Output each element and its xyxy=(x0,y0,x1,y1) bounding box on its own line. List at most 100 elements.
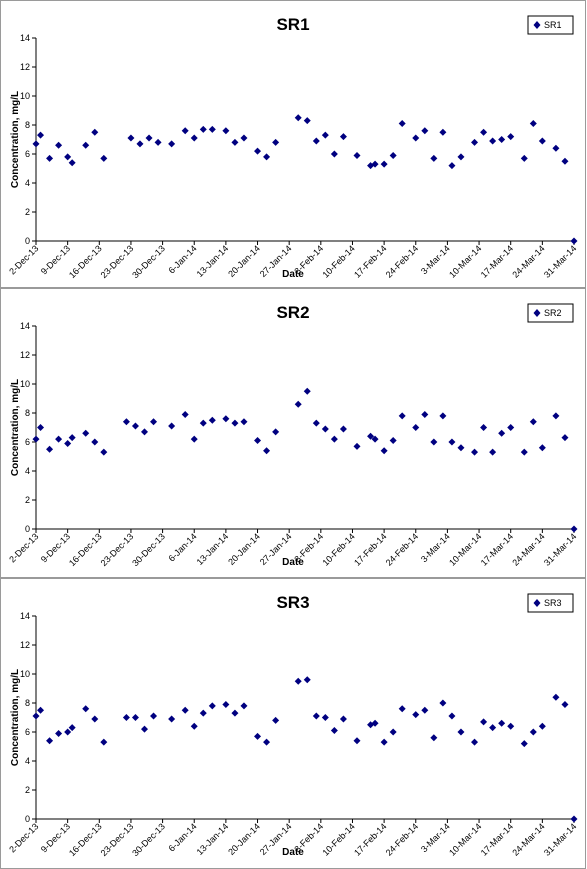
data-point xyxy=(457,444,465,452)
x-tick-label: 6-Jan-14 xyxy=(166,243,198,275)
x-tick-label: 2-Dec-13 xyxy=(7,243,40,276)
x-tick-label: 24-Mar-14 xyxy=(510,821,546,857)
y-tick-label: 8 xyxy=(25,698,30,708)
chart-panel-sr1: SR1 0 2 4 6 8 10 12 14 2-Dec-13 9-Dec-13 16-Dec-13 2… xyxy=(0,0,586,288)
legend-box xyxy=(527,303,574,323)
data-point xyxy=(150,418,158,426)
data-point xyxy=(82,429,90,437)
x-tick-label: 20-Jan-14 xyxy=(226,243,262,279)
data-point xyxy=(353,151,361,159)
data-point xyxy=(430,438,438,446)
data-point xyxy=(389,151,397,159)
data-point xyxy=(380,160,388,168)
x-tick-label: 24-Feb-14 xyxy=(384,243,420,279)
data-point xyxy=(430,734,438,742)
data-point xyxy=(222,415,230,423)
legend-label: SR3 xyxy=(544,598,562,608)
x-tick-label: 30-Dec-13 xyxy=(130,243,167,280)
x-tick-label: 2-Dec-13 xyxy=(7,821,40,854)
data-point xyxy=(398,705,406,713)
data-point xyxy=(480,424,488,431)
legend-box xyxy=(527,15,574,35)
data-point xyxy=(294,114,302,122)
data-point xyxy=(168,140,176,148)
data-point xyxy=(330,727,338,735)
data-point xyxy=(254,437,262,445)
data-point xyxy=(371,435,379,443)
x-tick-label: 3-Mar-14 xyxy=(419,531,452,564)
data-point xyxy=(64,153,72,161)
data-point xyxy=(199,419,207,427)
data-point xyxy=(552,412,560,420)
x-tick-label: 17-Feb-14 xyxy=(352,243,388,279)
x-tick-label: 31-Mar-14 xyxy=(542,821,578,857)
data-point xyxy=(552,693,560,701)
data-point xyxy=(398,120,406,128)
x-tick-label: 20-Jan-14 xyxy=(226,531,262,567)
data-point xyxy=(150,712,158,720)
legend: SR1 xyxy=(527,15,574,35)
y-tick-label: 14 xyxy=(20,611,30,621)
data-point xyxy=(294,677,302,685)
data-point xyxy=(538,722,546,730)
data-point xyxy=(131,422,139,430)
y-tick-label: 4 xyxy=(25,756,30,766)
data-point xyxy=(529,418,537,426)
data-point xyxy=(154,138,162,146)
chart-title: SR1 xyxy=(276,15,309,34)
data-point xyxy=(489,448,497,456)
data-point xyxy=(339,715,347,723)
data-point xyxy=(181,706,189,714)
data-point xyxy=(127,134,135,142)
x-tick-label: 6-Jan-14 xyxy=(166,821,198,853)
x-tick-label: 24-Feb-14 xyxy=(384,821,420,857)
data-point xyxy=(254,147,262,155)
x-tick-label: 17-Feb-14 xyxy=(352,821,388,857)
y-tick-label: 0 xyxy=(25,814,30,824)
data-point xyxy=(141,725,149,733)
data-point xyxy=(122,714,130,721)
data-point xyxy=(538,444,546,452)
x-tick-label: 23-Dec-13 xyxy=(99,243,136,280)
data-point xyxy=(457,153,465,161)
x-tick-label: 16-Dec-13 xyxy=(67,531,104,568)
data-point xyxy=(367,432,375,440)
data-point xyxy=(303,387,311,395)
legend: SR2 xyxy=(527,303,574,323)
x-tick-label: 3-Mar-14 xyxy=(419,243,452,276)
x-tick-label: 13-Jan-14 xyxy=(195,821,231,857)
x-tick-label: 24-Feb-14 xyxy=(384,531,420,567)
x-tick-label: 6-Jan-14 xyxy=(166,531,198,563)
data-point xyxy=(55,141,63,149)
legend-label: SR2 xyxy=(544,308,562,318)
data-point xyxy=(439,412,447,420)
x-tick-label: 31-Mar-14 xyxy=(542,243,578,279)
data-point xyxy=(561,434,569,442)
data-point xyxy=(55,729,63,737)
x-tick-label: 10-Feb-14 xyxy=(320,243,356,279)
y-tick-label: 10 xyxy=(20,91,30,101)
data-point xyxy=(471,138,479,146)
data-point xyxy=(380,738,388,746)
legend-label: SR1 xyxy=(544,20,562,30)
data-point xyxy=(520,448,528,456)
y-tick-label: 0 xyxy=(25,236,30,246)
data-point xyxy=(439,699,447,707)
data-point xyxy=(32,712,40,720)
chart-svg: SR2024681012142-Dec-139-Dec-1316-Dec-132… xyxy=(7,303,578,568)
data-point xyxy=(55,435,63,443)
data-point xyxy=(321,131,329,139)
data-point xyxy=(254,732,262,740)
chart-title: SR3 xyxy=(276,593,309,612)
data-point xyxy=(272,716,280,724)
data-point xyxy=(507,722,515,730)
data-point xyxy=(371,160,379,168)
y-tick-label: 4 xyxy=(25,178,30,188)
data-point xyxy=(303,676,311,684)
data-point xyxy=(190,435,198,443)
data-point xyxy=(353,737,361,745)
data-point xyxy=(389,437,397,445)
x-axis-label: Date xyxy=(282,269,304,280)
data-point xyxy=(168,715,176,723)
data-point xyxy=(64,728,72,736)
